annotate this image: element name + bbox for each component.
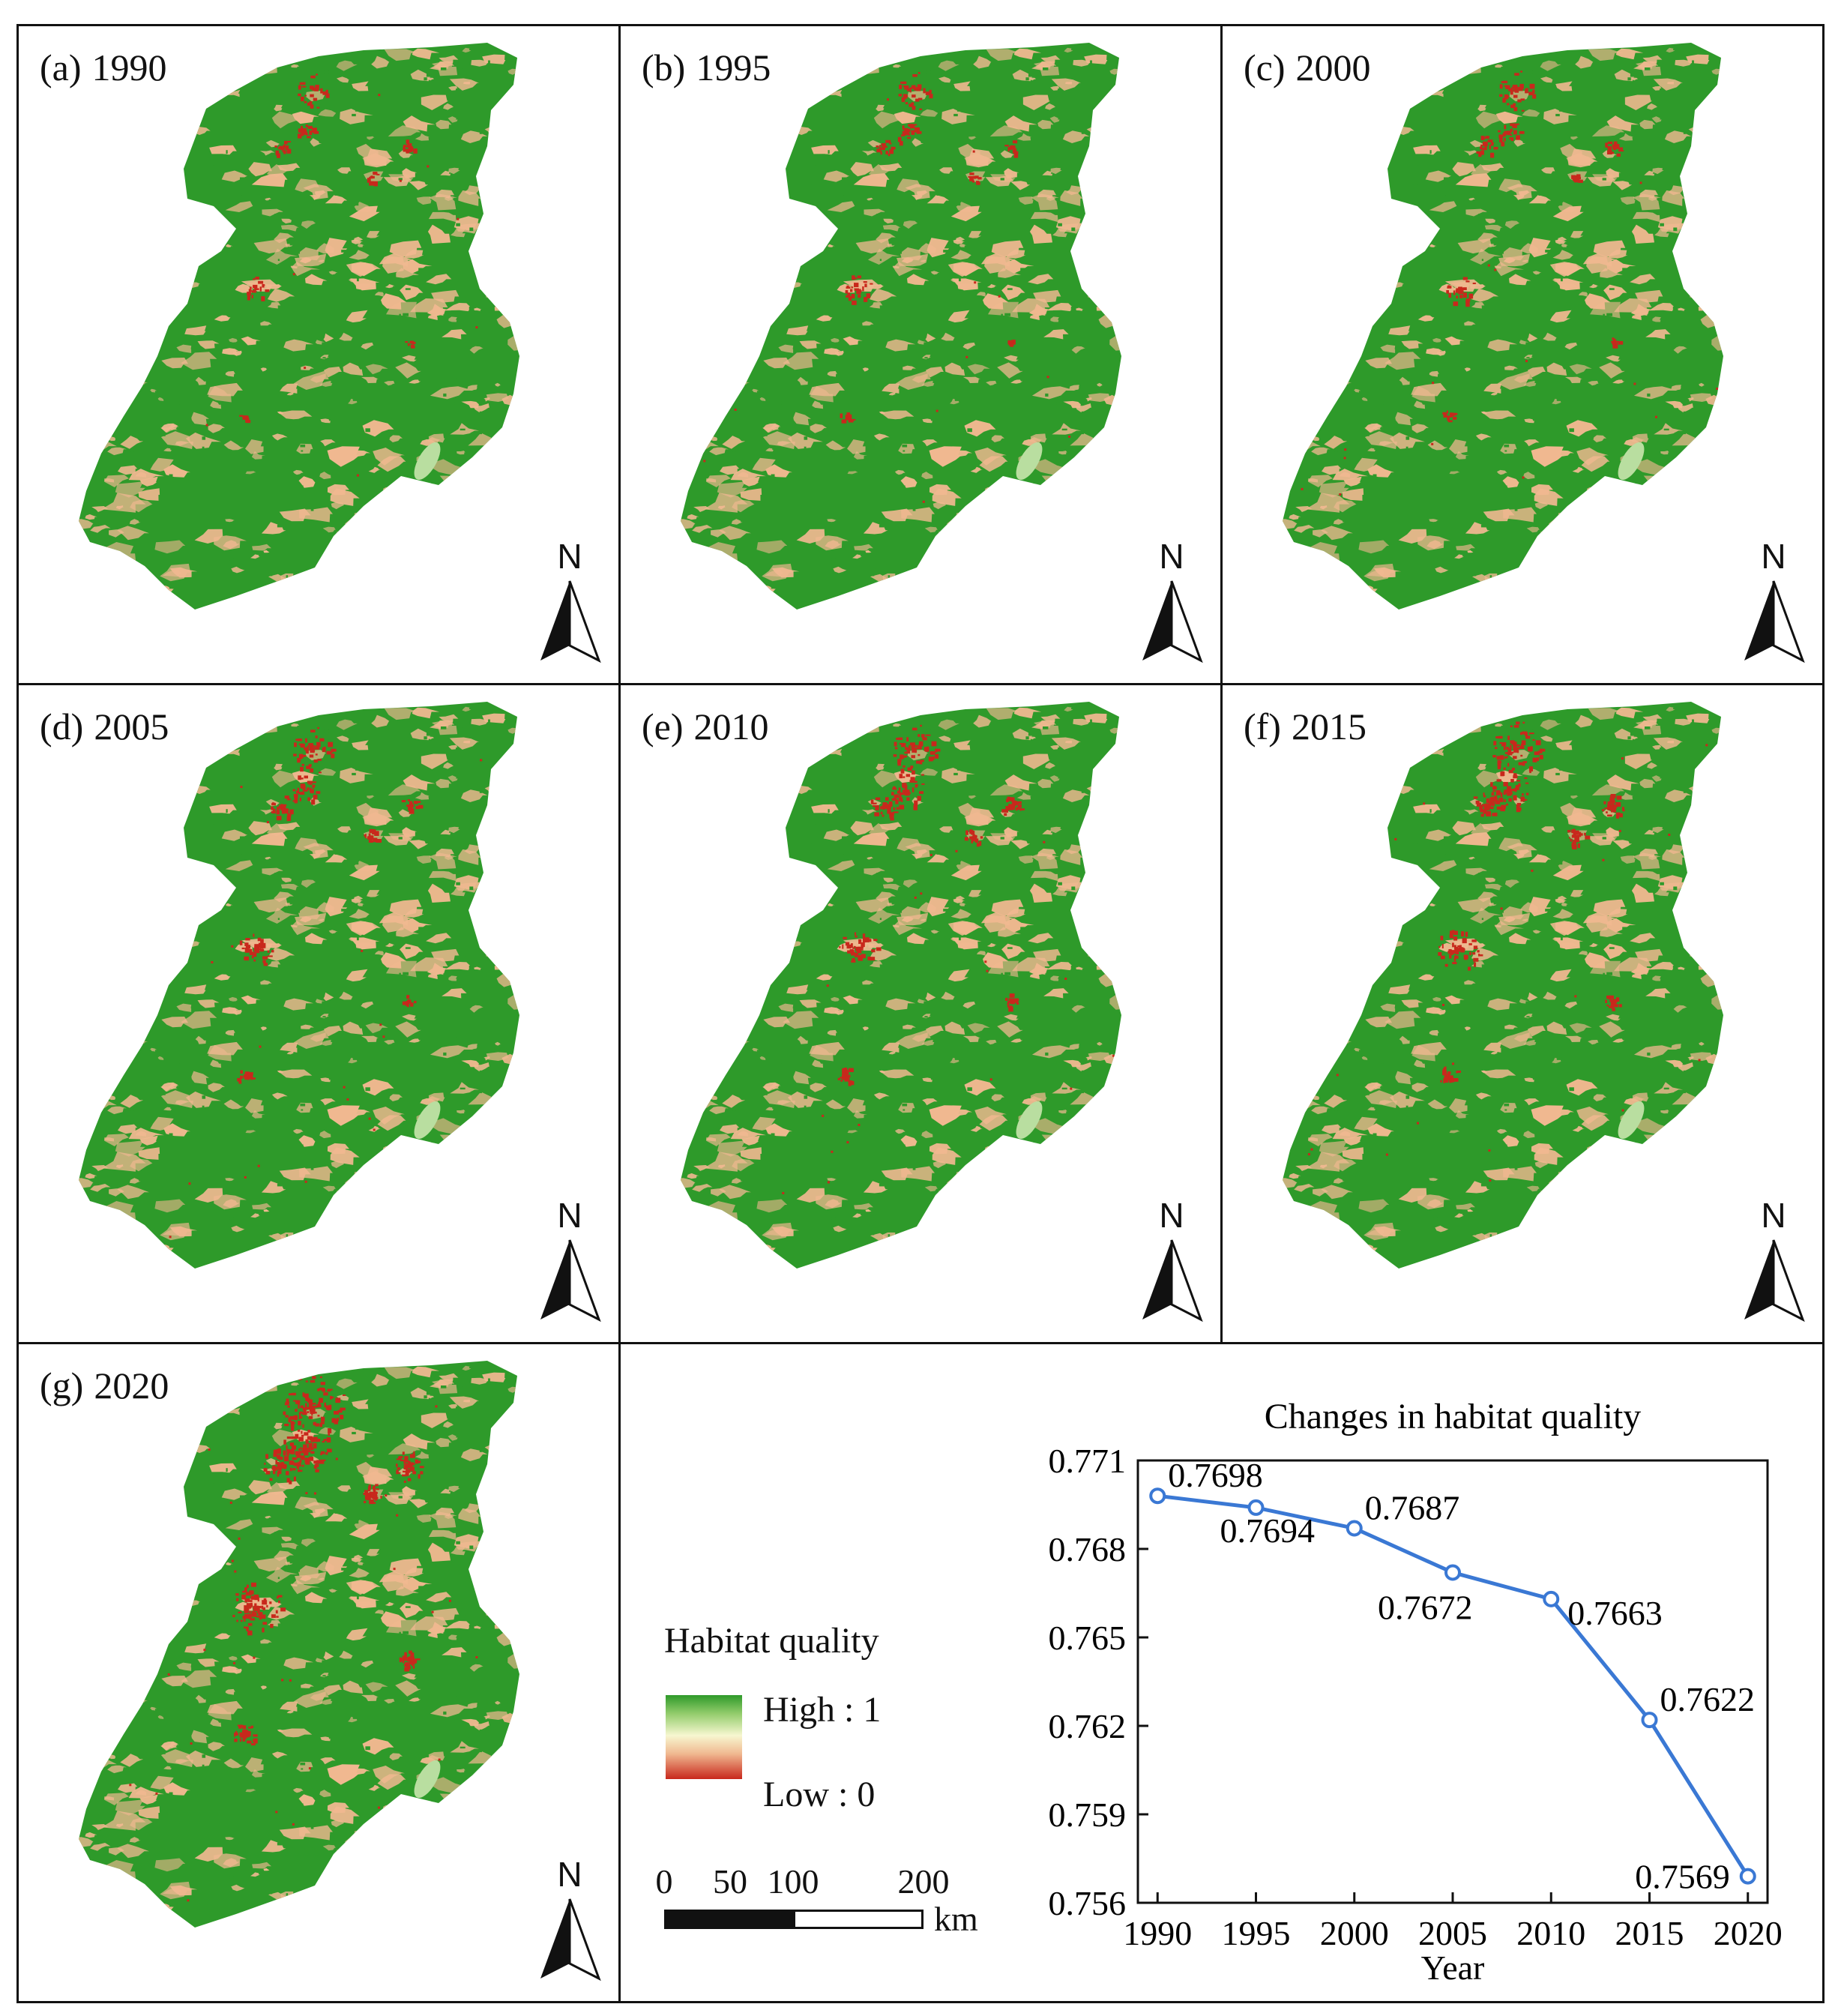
region-boundary	[79, 1361, 519, 1928]
panel-label: (a) 1990	[40, 46, 167, 88]
north-arrow-icon	[1142, 580, 1203, 664]
panel-label: (c) 2000	[1244, 46, 1371, 88]
scale-unit: km	[934, 1900, 978, 1938]
y-tick-label: 0.759	[1049, 1796, 1127, 1834]
y-tick-label: 0.765	[1049, 1619, 1127, 1657]
north-arrow-icon	[540, 1239, 601, 1323]
habitat-quality-line-chart: Changes in habitat quality 0.771 0.768 0.76…	[1049, 1397, 1783, 1987]
panel-label: (f) 2015	[1244, 705, 1367, 747]
x-axis-label: Year	[1421, 1949, 1485, 1987]
north-arrow-icon	[1744, 1239, 1805, 1323]
data-label: 0.7698	[1168, 1456, 1263, 1494]
y-tick-label: 0.756	[1049, 1884, 1127, 1922]
map-panel-d: (d) 2005 N	[16, 683, 621, 1344]
legend-low-label: Low : 0	[763, 1775, 876, 1814]
habitat-map	[681, 43, 1121, 610]
north-letter: N	[557, 537, 582, 576]
panel-label: (g) 2020	[40, 1364, 169, 1406]
data-point	[1444, 1564, 1461, 1581]
north-arrow: N	[536, 1195, 603, 1323]
north-letter: N	[1159, 1196, 1184, 1235]
habitat-map	[681, 702, 1121, 1269]
data-point	[1641, 1712, 1658, 1729]
data-label: 0.7663	[1567, 1594, 1663, 1632]
north-letter: N	[1159, 537, 1184, 576]
north-arrow-icon	[1142, 1239, 1203, 1323]
map-panel-b: (b) 1995 N	[618, 24, 1223, 685]
x-tick-label: 2010	[1516, 1914, 1585, 1952]
north-arrow: N	[1138, 1195, 1205, 1323]
north-arrow-icon	[540, 1898, 601, 1982]
north-arrow: N	[1138, 536, 1205, 664]
habitat-map	[1283, 43, 1723, 610]
legend-chart-panel: Habitat quality High : 1 Low : 0 0 50 10…	[618, 1342, 1825, 2003]
region-boundary	[681, 702, 1121, 1269]
region-boundary	[79, 43, 519, 610]
data-point	[1543, 1590, 1560, 1607]
data-point	[1247, 1499, 1265, 1516]
map-panel-f: (f) 2015 N	[1220, 683, 1825, 1344]
scale-tick-label: 100	[767, 1862, 819, 1901]
region-boundary	[681, 43, 1121, 610]
legend-high-label: High : 1	[763, 1690, 882, 1730]
region-boundary	[1283, 702, 1723, 1269]
chart-title: Changes in habitat quality	[1265, 1397, 1642, 1436]
north-arrow-icon	[540, 580, 601, 664]
habitat-map	[1283, 702, 1723, 1269]
data-point	[1739, 1868, 1756, 1885]
y-tick-label: 0.771	[1049, 1442, 1127, 1480]
data-point	[1149, 1487, 1166, 1505]
region-boundary	[79, 702, 519, 1269]
data-label: 0.7694	[1220, 1511, 1316, 1550]
x-tick-label: 1995	[1222, 1914, 1291, 1952]
x-tick-label: 1990	[1123, 1914, 1192, 1952]
panel-label: (e) 2010	[642, 705, 769, 747]
region-boundary	[1283, 43, 1723, 610]
scale-tick-label: 50	[713, 1862, 747, 1901]
north-letter: N	[557, 1855, 582, 1894]
map-panel-a: (a) 1990 N	[16, 24, 621, 685]
north-letter: N	[1761, 1196, 1786, 1235]
legend-color-ramp	[666, 1695, 742, 1779]
panel-label: (d) 2005	[40, 705, 169, 747]
north-arrow: N	[536, 1854, 603, 1982]
scale-bar-graphic	[664, 1910, 923, 1929]
habitat-map	[79, 1361, 519, 1928]
x-tick-label: 2020	[1714, 1914, 1783, 1952]
scale-bar-black-segment	[666, 1912, 795, 1927]
habitat-map	[79, 702, 519, 1269]
habitat-quality-legend: Habitat quality High : 1 Low : 0	[664, 1620, 881, 1814]
legend-title: Habitat quality	[664, 1621, 879, 1661]
north-letter: N	[1761, 537, 1786, 576]
data-point	[1346, 1520, 1363, 1537]
x-tick-label: 2000	[1320, 1914, 1389, 1952]
scale-bar: 0 50 100 200 km	[656, 1862, 1009, 1944]
map-panel-c: (c) 2000 N	[1220, 24, 1825, 685]
x-tick-label: 2015	[1615, 1914, 1684, 1952]
north-letter: N	[557, 1196, 582, 1235]
y-tick-label: 0.762	[1049, 1707, 1127, 1745]
map-panel-e: (e) 2010 N	[618, 683, 1223, 1344]
north-arrow: N	[1740, 1195, 1807, 1323]
data-label: 0.7622	[1660, 1680, 1756, 1718]
scale-tick-label: 0	[655, 1862, 673, 1901]
y-tick-label: 0.768	[1049, 1530, 1127, 1568]
north-arrow-icon	[1744, 580, 1805, 664]
x-tick-label: 2005	[1418, 1914, 1487, 1952]
data-label: 0.7569	[1635, 1858, 1730, 1896]
panel-label: (b) 1995	[642, 46, 771, 88]
map-panel-g: (g) 2020 N	[16, 1342, 621, 2003]
habitat-map	[79, 43, 519, 610]
north-arrow: N	[536, 536, 603, 664]
scale-tick-label: 200	[897, 1862, 950, 1901]
north-arrow: N	[1740, 536, 1807, 664]
data-label: 0.7672	[1378, 1588, 1473, 1626]
data-label: 0.7687	[1365, 1488, 1460, 1526]
